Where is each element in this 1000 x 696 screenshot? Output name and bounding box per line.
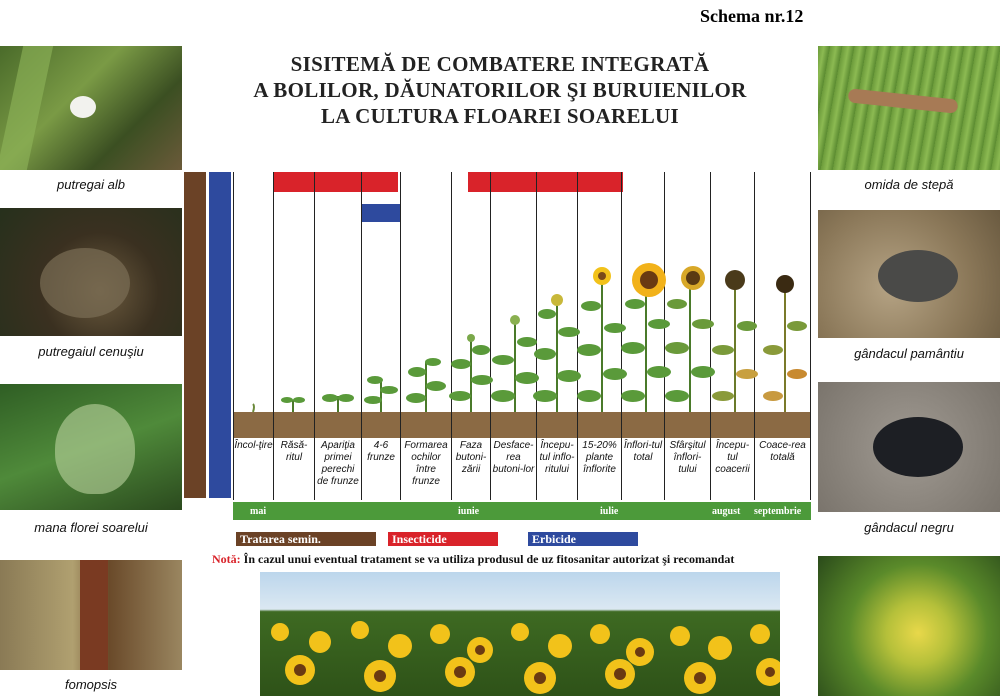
insecticide-bar-flowering xyxy=(468,172,623,192)
photo-downy-mildew xyxy=(0,384,182,510)
title-line-3: LA CULTURA FLOAREI SOARELUI xyxy=(321,104,679,128)
plant-stage-13 xyxy=(763,275,807,412)
column-line xyxy=(490,172,491,500)
caption-grey-rot: putregaiul cenuşiu xyxy=(38,344,144,359)
stage-label-15-20-flowering: 15-20% plante înflorite xyxy=(582,440,617,475)
plant-stages-illustration xyxy=(252,263,807,413)
stage-label-first-leaves: Apariţia primei perechi de frunze xyxy=(317,440,359,487)
month-timeline-bar xyxy=(233,502,811,520)
stage-label-flowering-end: Sfârşitul înflori-tului xyxy=(669,440,706,475)
month-august: august xyxy=(712,506,741,517)
photo-white-rot xyxy=(0,46,182,170)
photo-sunflower-field xyxy=(260,572,780,696)
plant-stage-6 xyxy=(449,334,493,412)
schema-number: Schema nr.12 xyxy=(700,6,804,26)
column-line xyxy=(577,172,578,500)
stage-label-4-6-leaves: 4-6 frunze xyxy=(367,440,395,463)
seed-treatment-bar xyxy=(184,172,206,498)
caption-downy-mildew: mana florei soarelui xyxy=(34,520,148,535)
stage-label-bud-opening: Desface-rea butoni-lor xyxy=(492,440,535,475)
column-line xyxy=(400,172,401,500)
herbicide-bar xyxy=(209,172,231,498)
column-line xyxy=(664,172,665,500)
legend-herbicide: Erbicide xyxy=(528,532,638,546)
column-line xyxy=(621,172,622,500)
photo-black-beetle xyxy=(818,382,1000,512)
stage-label-emergence: Răsă-ritul xyxy=(280,440,308,463)
month-september: septembrie xyxy=(754,506,802,517)
plant-stage-10 xyxy=(621,263,671,412)
plant-stage-9 xyxy=(577,267,627,412)
column-line xyxy=(233,172,234,500)
photo-steppe-caterpillar xyxy=(818,46,1000,170)
month-may: mai xyxy=(250,506,267,517)
column-line xyxy=(810,172,811,500)
plant-stage-1 xyxy=(252,403,255,413)
caption-black-beetle: gândacul negru xyxy=(864,520,954,535)
stage-label-flowering-start: Începu-tul inflo-ritului xyxy=(539,440,575,475)
plant-stage-2 xyxy=(281,397,305,412)
note-prefix: Notă: xyxy=(212,552,241,566)
photo-phomopsis xyxy=(0,560,182,670)
caption-phomopsis: fomopsis xyxy=(64,677,118,692)
legend-insecticide: Insecticide xyxy=(388,532,498,546)
plant-stage-7 xyxy=(491,315,539,412)
insecticide-bar-early xyxy=(274,172,398,192)
plant-stage-11 xyxy=(665,266,715,412)
column-line xyxy=(710,172,711,500)
title-line-2: A BOLILOR, DĂUNATORILOR ŞI BURUIENILOR xyxy=(253,78,747,102)
photo-grey-rot xyxy=(0,208,182,336)
column-line xyxy=(536,172,537,500)
column-line xyxy=(273,172,274,500)
note: Notă: În cazul unui eventual tratament s… xyxy=(212,552,734,567)
stage-label-full-flowering: Înflori-tul total xyxy=(623,440,663,463)
stage-label-germination: Încol-ţire xyxy=(234,440,273,451)
stage-label-bud-formation: Formarea ochilor între frunze xyxy=(404,440,448,487)
legend-seed-treatment: Tratarea semin. xyxy=(236,532,376,546)
plant-stage-3 xyxy=(322,394,354,412)
title-line-1: SISITEMĂ DE COMBATERE INTEGRATĂ xyxy=(290,52,710,76)
stage-label-budding: Faza butoni-zării xyxy=(455,440,487,475)
photo-sunflower-bud xyxy=(818,556,1000,696)
column-line xyxy=(754,172,755,500)
plant-stage-5 xyxy=(406,358,446,412)
caption-white-rot: putregai alb xyxy=(57,177,125,192)
plant-stage-4 xyxy=(364,376,398,412)
month-june: iunie xyxy=(458,506,480,517)
herbicide-bar-post xyxy=(362,204,400,222)
photo-grey-beetle xyxy=(818,210,1000,338)
plant-stage-12 xyxy=(712,270,758,412)
caption-steppe-caterpillar: omida de stepă xyxy=(864,177,954,192)
soil-band xyxy=(233,412,811,438)
stage-label-ripening-start: Începu-tul coacerii xyxy=(715,440,750,475)
column-line xyxy=(314,172,315,500)
column-line xyxy=(361,172,362,500)
month-july: iulie xyxy=(600,506,619,517)
caption-grey-beetle: gândacul pamântiu xyxy=(854,346,964,361)
plant-stage-8 xyxy=(533,294,581,412)
stage-label-full-ripening: Coace-rea totală xyxy=(759,440,806,463)
note-text: În cazul unui eventual tratament se va u… xyxy=(243,552,735,566)
column-line xyxy=(451,172,452,500)
